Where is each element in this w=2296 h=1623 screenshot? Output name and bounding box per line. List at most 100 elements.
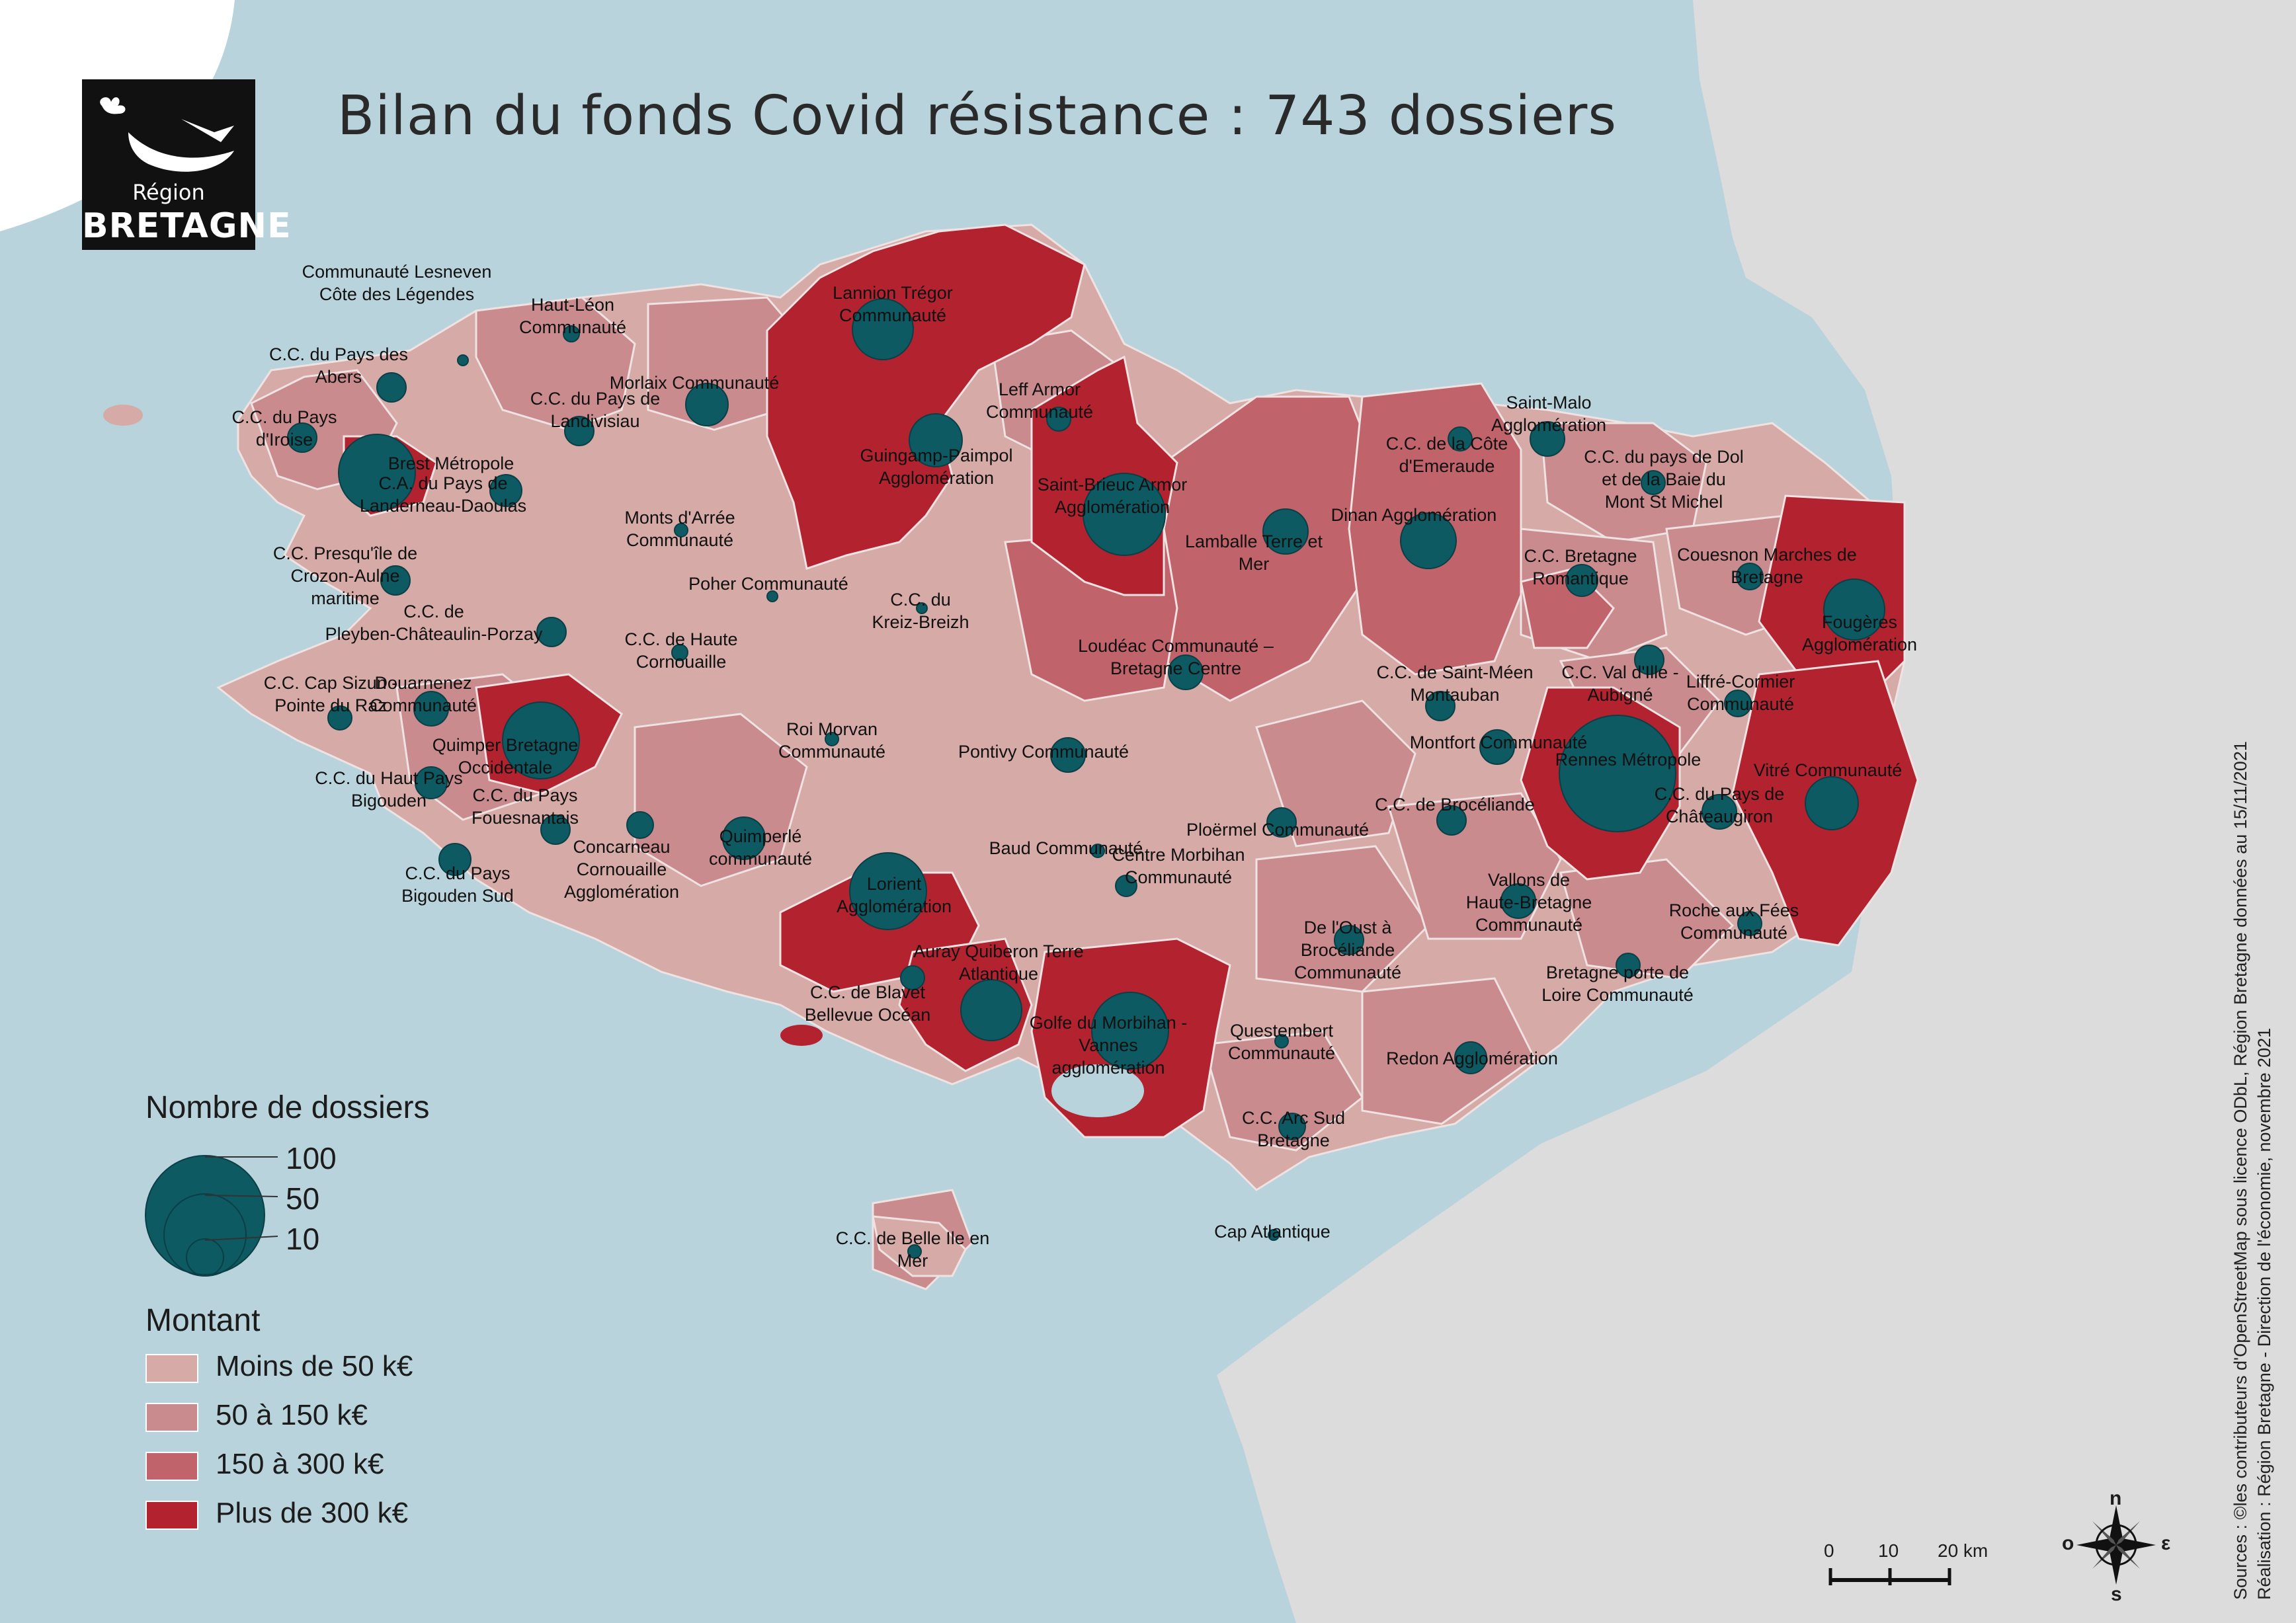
dossier-circle xyxy=(1115,875,1137,897)
epci-label: C.C. du Kreiz-Breizh xyxy=(872,590,969,632)
epci-label: Fougères Agglomération xyxy=(1802,612,1917,654)
compass-north: n xyxy=(2110,1487,2122,1509)
dossier-circle xyxy=(1634,645,1664,675)
dossier-circle xyxy=(1168,654,1204,690)
dossier-circle xyxy=(1050,737,1086,773)
dossier-circle xyxy=(960,979,1022,1041)
island-ouessant xyxy=(103,405,143,426)
dossier-circle xyxy=(852,298,914,360)
epci-label: C.C. de Pleyben-Châteaulin-Porzay xyxy=(325,602,543,644)
epci-label: Questembert Communauté xyxy=(1228,1021,1335,1063)
epci-label: C.C. Cap Sizun -Pointe du Raz xyxy=(264,673,398,715)
dossier-circle xyxy=(563,325,580,342)
scale-label-20: 20 km xyxy=(1938,1540,1988,1561)
epci-label: De l'Oust à Brocéliande Communauté xyxy=(1294,918,1401,982)
dossier-circle xyxy=(766,590,778,602)
compass-west: o xyxy=(2062,1532,2074,1554)
scale-label-10: 10 xyxy=(1878,1540,1899,1561)
epci-label: Roi Morvan Communauté xyxy=(778,719,885,762)
epci-label: Montfort Communauté xyxy=(1410,732,1588,752)
dossier-circles xyxy=(287,298,1885,1259)
legend-label-150-300: 150 à 300 k€ xyxy=(216,1448,384,1480)
dossier-circle xyxy=(327,705,352,731)
epci-label: Roche aux Fées Communauté xyxy=(1669,900,1799,943)
map-title: Bilan du fonds Covid résistance : 743 do… xyxy=(337,85,1618,147)
epci-label: Cap Atlantique xyxy=(1214,1222,1331,1242)
compass-rose xyxy=(2076,1505,2156,1585)
legend-line-50 xyxy=(204,1195,278,1197)
epci-label: C.C. du Pays Fouesnantais xyxy=(472,785,579,828)
dossier-circle xyxy=(1559,715,1676,832)
epci-label: Leff Armor Communauté xyxy=(986,379,1093,422)
epci-label: Brest Métropole xyxy=(388,454,514,473)
dossier-circle xyxy=(1274,1034,1289,1049)
epci-label: Golfe du Morbihan -Vannes agglomération xyxy=(1030,1013,1188,1078)
epci-label: Quimper Bretagne Occidentale xyxy=(432,735,579,777)
hermine-icon xyxy=(100,97,234,172)
epci-label: Lamballe Terre et Mer xyxy=(1185,532,1323,574)
epci-label: C.C. du Pays des Abers xyxy=(269,344,408,387)
dossier-circle xyxy=(1823,578,1885,641)
dossier-circle xyxy=(1565,564,1598,597)
dossier-circle xyxy=(907,1244,922,1259)
epci-label: Baud Communauté xyxy=(989,838,1143,858)
compass-south: s xyxy=(2111,1583,2122,1605)
dossier-circle xyxy=(380,565,411,596)
class-150-300-areas xyxy=(1004,382,1615,702)
dossier-circle xyxy=(916,602,928,614)
dossier-circle xyxy=(457,354,469,366)
legend-swatch-gt300 xyxy=(145,1501,198,1530)
dossier-circle xyxy=(1046,407,1071,432)
epci-label: Liffré-Cormier Communauté xyxy=(1686,672,1795,714)
dossier-circle xyxy=(1334,925,1364,955)
dossier-circle xyxy=(564,416,594,446)
dossier-circle xyxy=(1262,508,1309,555)
dossier-circle xyxy=(1641,470,1666,495)
dossier-circle xyxy=(536,617,567,647)
dossier-circle xyxy=(626,811,654,839)
dossier-circle xyxy=(502,701,580,779)
epci-label: Guingamp-Paimpol Agglomération xyxy=(860,446,1012,488)
legend-label-gt300: Plus de 300 k€ xyxy=(216,1497,409,1529)
dossier-circle xyxy=(1530,421,1565,457)
dossier-circle xyxy=(415,766,448,799)
region-bretagne-logo: Région BRETAGNE xyxy=(82,79,291,250)
dossier-circle xyxy=(376,372,407,403)
dossier-circle xyxy=(338,434,416,512)
dossier-circle xyxy=(1805,776,1859,830)
epci-label: Couesnon Marches de Bretagne xyxy=(1677,545,1857,587)
epci-label: Concarneau Cornouaille Agglomération xyxy=(564,837,679,902)
epci-label: Rennes Métropole xyxy=(1555,750,1702,770)
scale-label-0: 0 xyxy=(1824,1540,1834,1561)
epci-label: Redon Agglomération xyxy=(1386,1049,1558,1068)
epci-labels: Communauté Lesneven Côte des Légendes Haut… xyxy=(231,262,1917,1271)
map-credits: Sources : ©les contributeurs d'OpenStree… xyxy=(2229,641,2276,1600)
epci-label: Bretagne porte de Loire Communauté xyxy=(1541,963,1694,1005)
dossier-circle xyxy=(1266,807,1297,838)
legend-size-10: 10 xyxy=(286,1222,320,1256)
legend-label-50-150: 50 à 150 k€ xyxy=(216,1399,368,1431)
dossier-circle xyxy=(849,852,927,930)
island-groix xyxy=(780,1025,823,1046)
epci-label: Haut-Léon Communauté xyxy=(519,295,626,337)
dossier-circle xyxy=(674,523,688,537)
epci-label: Saint-Brieuc Armor Agglomération xyxy=(1038,475,1188,517)
epci-label: Quimperlé communauté xyxy=(709,826,812,869)
epci-label: Loudéac Communauté – Bretagne Centre xyxy=(1078,636,1274,678)
golfe-water xyxy=(1051,1064,1144,1117)
epci-label: C.C. Arc Sud Bretagne xyxy=(1242,1108,1345,1150)
epci-label: C.C. Presqu'île de Crozon-Aulne maritime xyxy=(273,543,417,608)
legend-size-title: Nombre de dossiers xyxy=(145,1090,430,1125)
epci-label: Auray Quiberon Terre Atlantique xyxy=(913,941,1084,984)
legend-size-100: 100 xyxy=(286,1141,337,1175)
dossier-circle xyxy=(438,843,472,876)
credits-realisation: Réalisation : Région Bretagne - Directio… xyxy=(2254,1027,2274,1600)
credits-sources: Sources : ©les contributeurs d'OpenStree… xyxy=(2231,741,2250,1600)
dossier-circle xyxy=(1278,1113,1306,1140)
dossier-circle xyxy=(1500,883,1536,919)
dossier-circle xyxy=(1702,794,1737,830)
epci-label: C.C. du Pays de Châteaugiron xyxy=(1655,784,1785,826)
legend-label-lt50: Moins de 50 k€ xyxy=(216,1350,413,1382)
legend-circle-10 xyxy=(186,1238,224,1277)
dossier-circle xyxy=(671,644,688,661)
